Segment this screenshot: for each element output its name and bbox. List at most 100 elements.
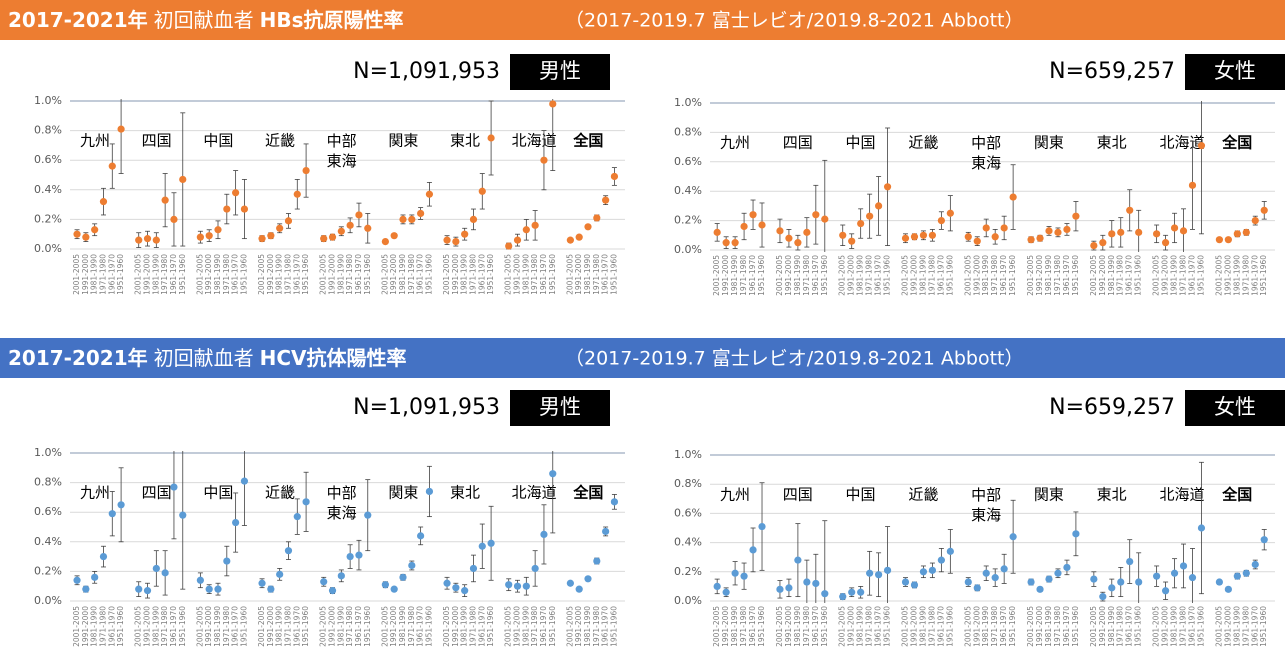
- header-title: 2017-2021年 初回献血者 HCV抗体陽性率: [8, 346, 407, 370]
- x-tick-label: 1951-1960: [609, 254, 618, 295]
- point: [549, 100, 557, 108]
- n-label: N=1,091,953: [353, 395, 500, 420]
- point: [293, 513, 301, 521]
- y-tick-label: 0.2%: [674, 214, 702, 227]
- region-label: 全国: [572, 484, 603, 502]
- point: [910, 233, 919, 241]
- x-tick-label: 1961-1970: [1125, 255, 1134, 296]
- point: [505, 242, 513, 250]
- point: [214, 585, 222, 593]
- point: [1242, 569, 1250, 577]
- region-label-line: 東海: [327, 152, 357, 170]
- x-tick-label: 1981-1990: [1170, 606, 1179, 647]
- y-tick-label: 0.4%: [34, 535, 62, 548]
- x-tick-label: 1971-1980: [990, 255, 999, 296]
- point: [991, 233, 999, 241]
- point: [866, 212, 874, 220]
- region-label: 全国: [1221, 486, 1252, 504]
- point: [258, 235, 266, 243]
- point: [937, 556, 945, 564]
- region-label: 九州: [80, 484, 110, 502]
- title-year: 2017-2021年: [8, 346, 148, 370]
- x-tick-label: 1951-1960: [486, 606, 495, 647]
- x-tick-label: 1971-1980: [1179, 606, 1188, 647]
- x-tick-label: 1991-2000: [972, 606, 981, 647]
- x-tick-label: 1961-1970: [999, 606, 1008, 647]
- point: [355, 211, 363, 219]
- x-tick-label: 1961-1970: [539, 606, 548, 647]
- point: [505, 581, 513, 589]
- region-label-line: 中部: [327, 132, 357, 150]
- point: [602, 196, 610, 204]
- point: [443, 579, 451, 587]
- region-label: 北海道: [512, 484, 557, 502]
- x-tick-label: 1971-1980: [222, 606, 231, 647]
- x-tick-label: 1991-2000: [1035, 255, 1044, 296]
- point: [152, 564, 160, 573]
- x-tick-label: 1961-1970: [874, 255, 883, 296]
- point: [328, 587, 337, 595]
- x-tick-label: 1951-1960: [424, 606, 433, 647]
- point: [1197, 524, 1206, 532]
- region-label: 関東: [1034, 486, 1064, 504]
- x-tick-label: 2001-2005: [775, 255, 784, 296]
- point: [487, 539, 495, 547]
- x-tick-label: 1951-1960: [1008, 255, 1017, 296]
- point: [973, 237, 981, 245]
- point: [302, 166, 310, 175]
- y-tick-label: 0.8%: [674, 477, 702, 490]
- x-tick-label: 2001-2005: [1026, 255, 1035, 296]
- x-tick-label: 1981-1990: [583, 606, 592, 647]
- x-tick-label: 1991-2000: [143, 254, 152, 295]
- region-label: 関東: [1034, 134, 1064, 152]
- point: [135, 585, 143, 593]
- point: [205, 232, 213, 240]
- point: [758, 221, 766, 229]
- point: [740, 222, 748, 231]
- point: [73, 230, 81, 238]
- point: [602, 527, 610, 536]
- x-tick-label: 1981-1990: [213, 254, 222, 295]
- point: [170, 483, 178, 491]
- point: [469, 564, 478, 573]
- x-tick-label: 1951-1960: [1008, 606, 1017, 647]
- x-tick-label: 1981-1990: [460, 254, 469, 295]
- x-tick-label: 1951-1960: [883, 255, 892, 296]
- x-tick-label: 1981-1990: [151, 606, 160, 647]
- point: [452, 584, 460, 592]
- y-tick-label: 1.0%: [674, 448, 702, 461]
- x-tick-label: 1971-1980: [1116, 606, 1125, 647]
- x-tick-label: 1951-1960: [239, 606, 248, 647]
- x-tick-label: 2001-2005: [1152, 606, 1161, 647]
- point: [223, 205, 231, 213]
- region-label-line: 中部: [971, 134, 1001, 152]
- region-label: 東北: [1097, 486, 1127, 504]
- x-tick-label: 1981-1990: [1170, 255, 1179, 296]
- x-tick-label: 2001-2005: [1214, 255, 1223, 296]
- region-label: 九州: [720, 486, 750, 504]
- point: [232, 189, 240, 197]
- point: [381, 238, 389, 246]
- x-tick-label: 1971-1980: [468, 606, 477, 647]
- x-tick-label: 2001-2005: [1214, 606, 1223, 647]
- point: [1036, 234, 1044, 242]
- x-tick-label: 1991-2000: [909, 606, 918, 647]
- point: [610, 172, 619, 181]
- x-tick-label: 1991-2000: [204, 606, 213, 647]
- x-tick-label: 1991-2000: [784, 255, 793, 296]
- point: [731, 569, 739, 577]
- point: [196, 233, 204, 241]
- x-tick-label: 1961-1970: [601, 254, 610, 295]
- x-tick-label: 1981-1990: [730, 255, 739, 296]
- x-tick-label: 1991-2000: [266, 606, 275, 647]
- x-tick-label: 1981-1990: [521, 254, 530, 295]
- x-tick-label: 1991-2000: [1098, 255, 1107, 296]
- x-tick-label: 1991-2000: [909, 255, 918, 296]
- x-tick-label: 2001-2005: [901, 255, 910, 296]
- x-tick-label: 1961-1970: [1062, 606, 1071, 647]
- x-tick-label: 1951-1960: [178, 606, 187, 647]
- point: [1161, 239, 1170, 247]
- sex-box: [1185, 54, 1285, 90]
- point: [785, 234, 793, 242]
- point: [1126, 206, 1134, 214]
